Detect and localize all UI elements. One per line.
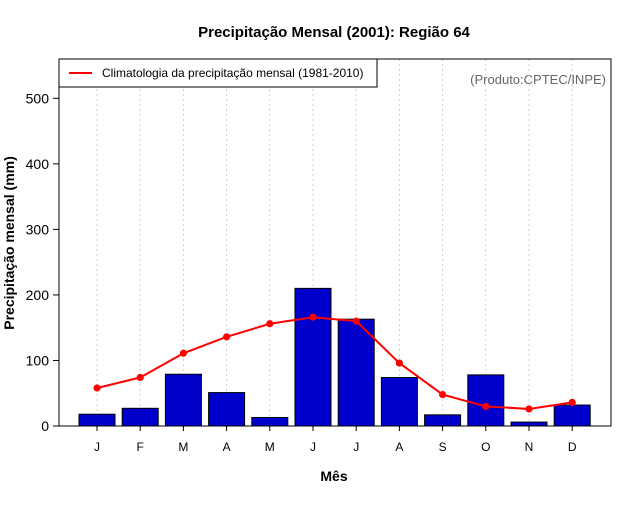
bar: [251, 416, 289, 427]
x-tick-label: A: [223, 440, 231, 454]
bar: [294, 287, 332, 427]
x-tick-label: M: [265, 440, 275, 454]
chart-title: Precipitação Mensal (2001): Região 64: [198, 24, 470, 41]
credit-text: (Produto:CPTEC/INPE): [470, 72, 606, 87]
plot-frame: [58, 58, 612, 427]
climatology-point: [266, 320, 274, 328]
legend-label: Climatologia da precipitação mensal (198…: [102, 66, 363, 80]
bar: [78, 413, 116, 427]
x-tick-label: F: [137, 440, 144, 454]
x-tick-label: D: [568, 440, 577, 454]
y-tick-label: 200: [26, 287, 50, 303]
bar: [510, 421, 548, 427]
bar: [424, 414, 462, 427]
plot-layer: 0 100 200 300 400 500 J F M A M J J A S O N D Climatologia…: [26, 58, 612, 454]
x-tick-label: J: [310, 440, 316, 454]
x-tick-label: S: [439, 440, 447, 454]
bar: [208, 392, 246, 427]
legend-box: [58, 58, 378, 88]
x-tick-label: N: [525, 440, 534, 454]
climatology-point: [93, 384, 101, 392]
climatology-point: [525, 405, 533, 413]
bar: [164, 373, 202, 427]
bar: [380, 377, 418, 427]
bar: [337, 318, 375, 427]
y-tick-label: 400: [26, 156, 50, 172]
climatology-point: [482, 402, 490, 410]
x-tick-label: O: [481, 440, 490, 454]
y-tick-label: 0: [41, 418, 49, 434]
bar: [553, 404, 591, 427]
x-tick-label: A: [395, 440, 403, 454]
climatology-point: [223, 333, 231, 341]
climatology-point: [179, 349, 187, 357]
climatology-point: [395, 359, 403, 367]
x-tick-label: J: [94, 440, 100, 454]
y-tick-label: 300: [26, 221, 50, 237]
climatology-point: [568, 398, 576, 407]
climatology-line: [96, 316, 573, 410]
x-tick-label: M: [178, 440, 188, 454]
bar: [121, 407, 159, 427]
y-axis-label: Precipitação mensal (mm): [1, 156, 17, 330]
x-axis-label: Mês: [320, 468, 347, 484]
bar: [467, 374, 505, 427]
y-tick-label: 100: [26, 352, 50, 368]
x-tick-label: J: [353, 440, 359, 454]
climatology-point: [136, 373, 144, 382]
y-tick-label: 500: [26, 90, 50, 106]
climatology-point: [352, 317, 360, 325]
climatology-point: [309, 313, 317, 321]
climatology-point: [439, 390, 447, 399]
